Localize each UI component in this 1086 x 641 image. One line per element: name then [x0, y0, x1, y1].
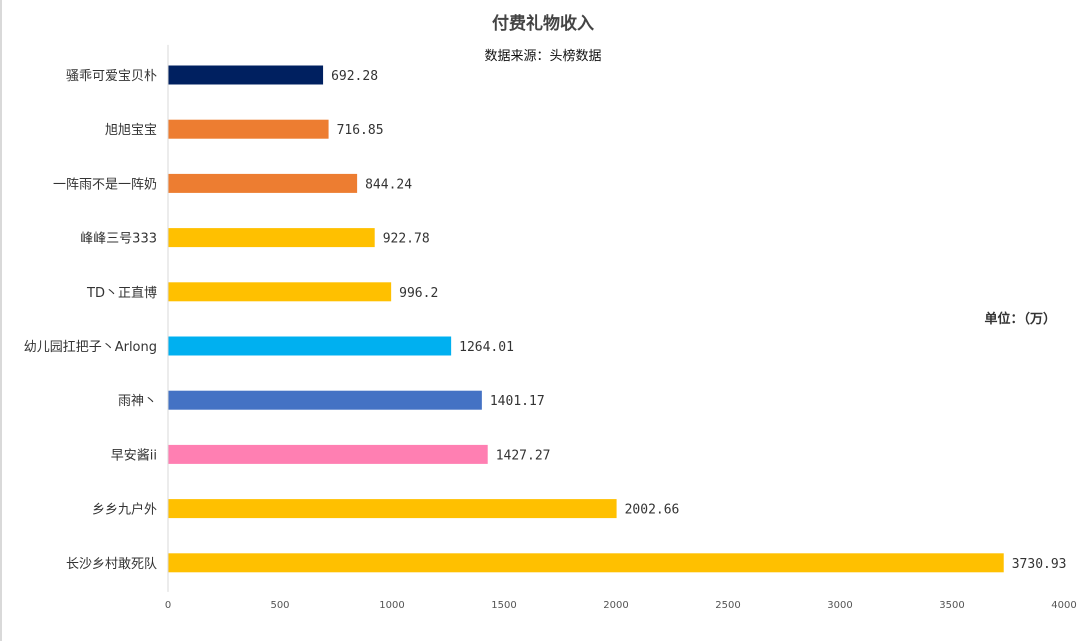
x-tick-label: 2500 [715, 600, 740, 611]
x-tick-label: 3500 [939, 600, 964, 611]
category-label: TD丶正直博 [86, 286, 157, 301]
bar [168, 282, 392, 302]
x-tick-label: 0 [165, 600, 171, 611]
category-label: 乡乡九户外 [92, 502, 157, 518]
unit-label: 单位：（万） [984, 312, 1056, 327]
data-label: 922.78 [383, 232, 430, 247]
data-label: 716.85 [337, 123, 384, 138]
bar [168, 390, 482, 410]
bar [168, 444, 488, 464]
left-border [0, 0, 2, 641]
x-tick-label: 1500 [491, 600, 516, 611]
data-label: 3730.93 [1012, 557, 1067, 572]
data-label: 844.24 [365, 177, 412, 192]
chart-subtitle: 数据来源：头榜数据 [484, 49, 602, 64]
category-label: 旭旭宝宝 [105, 123, 157, 138]
data-label: 1427.27 [496, 448, 551, 463]
x-tick-label: 4000 [1051, 600, 1076, 611]
category-label: 早安酱ii [111, 448, 157, 463]
bar [168, 173, 358, 193]
x-tick-label: 1000 [379, 600, 404, 611]
chart-title: 付费礼物收入 [492, 14, 594, 34]
category-label: 幼儿园扛把子丶Arlong [24, 339, 157, 355]
x-tick-label: 2000 [603, 600, 628, 611]
data-label: 1264.01 [459, 340, 514, 355]
category-label: 一阵雨不是一阵奶 [53, 177, 157, 192]
category-label: 峰峰三号333 [80, 232, 157, 247]
x-tick-label: 3000 [827, 600, 852, 611]
category-label: 雨神丶 [118, 394, 157, 409]
bar [168, 336, 452, 356]
bar [168, 65, 324, 85]
bar [168, 499, 617, 519]
data-label: 2002.66 [625, 503, 680, 518]
bar [168, 119, 329, 139]
category-label: 骚乖可爱宝贝朴 [66, 69, 157, 84]
data-label: 1401.17 [490, 394, 545, 409]
data-label: 692.28 [331, 69, 378, 84]
data-label: 996.2 [399, 286, 438, 301]
bar [168, 553, 1004, 573]
x-tick-label: 500 [270, 600, 289, 611]
bar [168, 228, 375, 248]
category-label: 长沙乡村敢死队 [66, 557, 157, 572]
